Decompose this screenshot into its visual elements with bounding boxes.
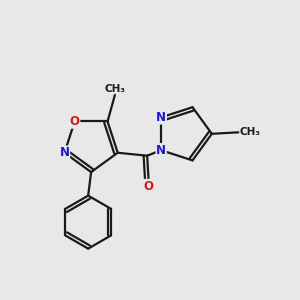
Text: CH₃: CH₃ [239, 127, 260, 137]
Text: N: N [59, 146, 70, 159]
Text: O: O [144, 179, 154, 193]
Text: N: N [156, 111, 166, 124]
Text: N: N [156, 144, 166, 157]
Text: O: O [70, 115, 80, 128]
Text: CH₃: CH₃ [104, 84, 125, 94]
